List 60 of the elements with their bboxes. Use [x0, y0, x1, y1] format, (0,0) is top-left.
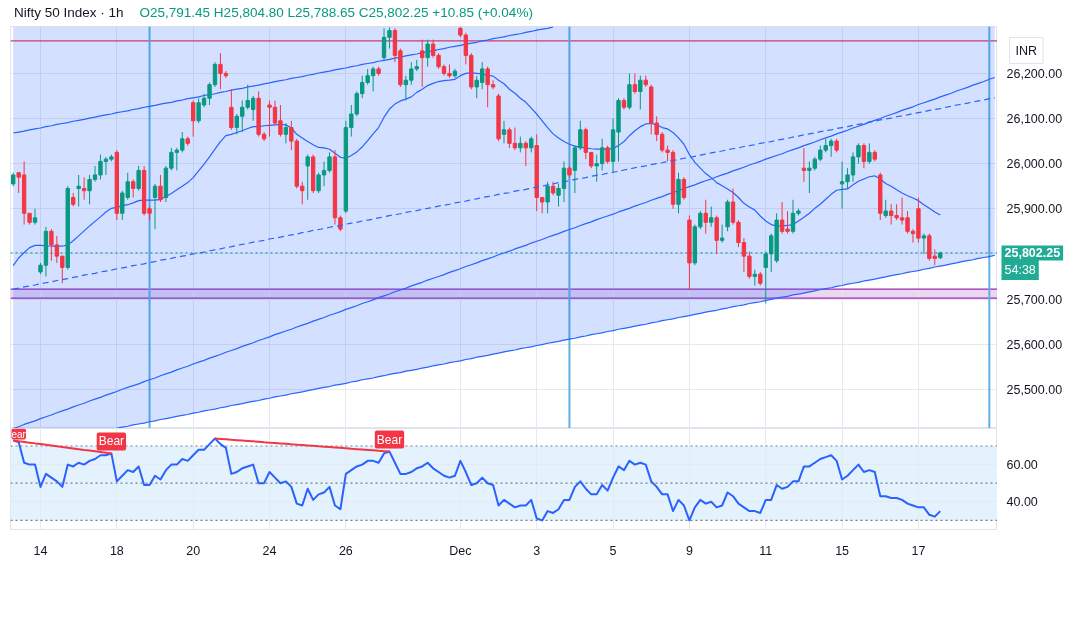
candlestick: [131, 178, 136, 198]
candlestick: [867, 142, 872, 165]
y-tick-label: 60.00: [1006, 458, 1038, 473]
candlestick: [719, 224, 725, 244]
y-tick-label: 25,700.00: [1006, 292, 1063, 307]
candlestick: [605, 145, 610, 165]
candlestick: [523, 140, 528, 167]
candlestick: [229, 88, 234, 131]
candlestick: [801, 147, 807, 183]
x-tick-label: 24: [262, 543, 277, 558]
candlestick: [681, 176, 687, 201]
candlestick: [152, 183, 158, 230]
candlestick: [136, 165, 141, 192]
x-tick-label: 20: [186, 543, 201, 558]
line-series: [116, 254, 996, 428]
candlestick: [703, 199, 708, 235]
candlestick: [158, 174, 163, 203]
y-tick-label: 40.00: [1006, 495, 1038, 510]
x-tick-label: 14: [33, 543, 48, 558]
candlestick: [709, 206, 714, 228]
candlestick: [190, 99, 196, 138]
chart-subtitle: O25,791.45 H25,804.80 L25,788.65 C25,802.25 +10.85 (+0.04%): [139, 5, 533, 20]
x-tick-label: 17: [911, 543, 926, 558]
ref-line-label: 25,802.25: [1004, 246, 1061, 261]
y-axis-title: INR: [1015, 43, 1038, 58]
candlestick: [425, 39, 430, 68]
data-label: Bear: [376, 432, 403, 447]
x-tick-label: 9: [685, 543, 693, 558]
text: 54:38: [1004, 262, 1036, 277]
candlestick: [76, 174, 81, 208]
chart-title: Nifty 50 Index · 1h: [14, 5, 124, 20]
y-tick-label: 26,200.00: [1006, 66, 1063, 81]
x-tick-label: 5: [609, 543, 617, 558]
candlestick: [861, 142, 867, 169]
y-tick-label: 25,600.00: [1006, 337, 1063, 352]
candlestick: [283, 122, 289, 144]
y-tick-label: 25,500.00: [1006, 382, 1063, 397]
candlestick: [305, 154, 310, 201]
candlestick: [638, 75, 643, 111]
candlestick: [921, 233, 927, 255]
data-label: ear: [11, 428, 27, 440]
y-tick-label: 25,900.00: [1006, 202, 1063, 217]
x-tick-label: 3: [533, 543, 541, 558]
y-tick-label: 26,100.00: [1006, 112, 1063, 127]
candlestick: [545, 181, 550, 214]
x-tick-label: 18: [109, 543, 124, 558]
x-tick-label: 26: [338, 543, 353, 558]
line-series: [12, 26, 554, 134]
x-tick-label: Dec: [449, 543, 472, 558]
x-tick-label: 15: [835, 543, 850, 558]
x-tick-label: 11: [759, 543, 773, 558]
y-tick-label: 26,000.00: [1006, 157, 1063, 172]
candlestick: [501, 120, 507, 144]
candlestick: [632, 72, 638, 95]
candlestick: [883, 199, 888, 219]
candlestick: [32, 208, 38, 226]
candlestick: [627, 72, 632, 111]
candlestick: [81, 176, 87, 201]
candlestick: [714, 215, 719, 255]
data-label: Bear: [98, 434, 125, 449]
